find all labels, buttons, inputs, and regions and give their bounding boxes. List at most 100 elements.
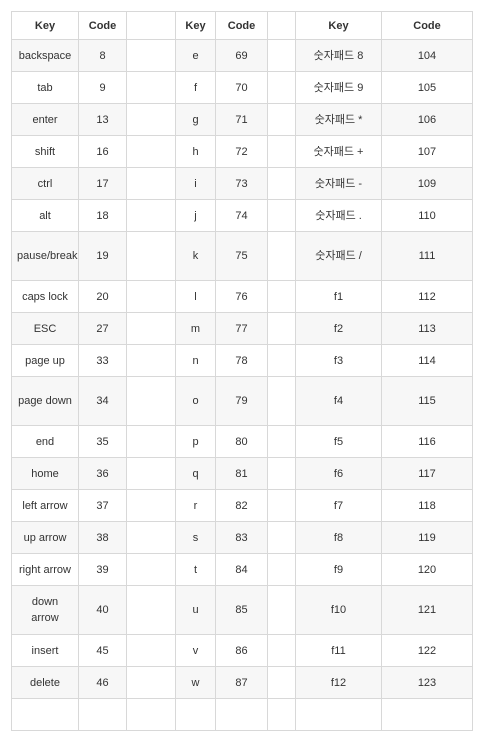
code-cell: 115 — [381, 376, 473, 426]
column-header-code: Code — [215, 11, 268, 40]
spacer-cell — [267, 11, 296, 40]
spacer-cell — [126, 425, 176, 458]
key-cell: shift — [11, 135, 79, 168]
code-cell: 113 — [381, 312, 473, 345]
code-cell: 82 — [215, 489, 268, 522]
code-cell: 39 — [78, 553, 127, 586]
code-cell: 105 — [381, 71, 473, 104]
spacer-cell — [126, 457, 176, 490]
table-row: page up 33 n 78 f3 114 — [11, 344, 473, 377]
spacer-cell — [126, 71, 176, 104]
key-cell: n — [175, 344, 216, 377]
code-cell: 112 — [381, 280, 473, 313]
table-row: down arrow 40 u 85 f10 121 — [11, 585, 473, 635]
code-cell: 9 — [78, 71, 127, 104]
table-row: caps lock 20 l 76 f1 112 — [11, 280, 473, 313]
code-cell: 36 — [78, 457, 127, 490]
code-cell: 116 — [381, 425, 473, 458]
code-cell — [78, 698, 127, 731]
key-cell: 숫자패드 / — [295, 231, 382, 281]
spacer-cell — [267, 376, 296, 426]
key-cell: g — [175, 103, 216, 136]
code-cell — [381, 698, 473, 731]
key-cell: k — [175, 231, 216, 281]
key-cell: delete — [11, 666, 79, 699]
spacer-cell — [126, 103, 176, 136]
code-cell: 46 — [78, 666, 127, 699]
spacer-cell — [126, 199, 176, 232]
key-cell: 숫자패드 + — [295, 135, 382, 168]
table-row: enter 13 g 71 숫자패드 * 106 — [11, 103, 473, 136]
code-cell: 109 — [381, 167, 473, 200]
column-header-code: Code — [381, 11, 473, 40]
key-cell: f — [175, 71, 216, 104]
code-cell: 78 — [215, 344, 268, 377]
spacer-cell — [126, 280, 176, 313]
key-cell: v — [175, 634, 216, 667]
table-row: right arrow 39 t 84 f9 120 — [11, 553, 473, 586]
spacer-cell — [267, 135, 296, 168]
table-row: up arrow 38 s 83 f8 119 — [11, 521, 473, 554]
spacer-cell — [126, 11, 176, 40]
table-row: tab 9 f 70 숫자패드 9 105 — [11, 71, 473, 104]
spacer-cell — [126, 39, 176, 72]
code-cell: 122 — [381, 634, 473, 667]
code-cell: 75 — [215, 231, 268, 281]
key-cell: j — [175, 199, 216, 232]
key-cell: f5 — [295, 425, 382, 458]
code-cell: 70 — [215, 71, 268, 104]
table-body: backspace 8 e 69 숫자패드 8 104 tab 9 f 70 숫자패드 9 105 en… — [11, 39, 473, 731]
spacer-cell — [126, 634, 176, 667]
spacer-cell — [126, 489, 176, 522]
code-cell: 110 — [381, 199, 473, 232]
code-cell — [215, 698, 268, 731]
code-cell: 40 — [78, 585, 127, 635]
key-cell: alt — [11, 199, 79, 232]
code-cell: 45 — [78, 634, 127, 667]
spacer-cell — [267, 344, 296, 377]
spacer-cell — [267, 585, 296, 635]
spacer-cell — [267, 231, 296, 281]
key-cell: f8 — [295, 521, 382, 554]
key-cell — [11, 698, 79, 731]
key-cell: pause/break — [11, 231, 79, 281]
key-cell: o — [175, 376, 216, 426]
spacer-cell — [267, 489, 296, 522]
code-cell: 69 — [215, 39, 268, 72]
key-cell: f3 — [295, 344, 382, 377]
key-cell: f7 — [295, 489, 382, 522]
key-cell: f1 — [295, 280, 382, 313]
code-cell: 37 — [78, 489, 127, 522]
key-cell: ctrl — [11, 167, 79, 200]
code-cell: 117 — [381, 457, 473, 490]
spacer-cell — [267, 39, 296, 72]
code-cell: 123 — [381, 666, 473, 699]
key-cell: right arrow — [11, 553, 79, 586]
code-cell: 79 — [215, 376, 268, 426]
code-cell: 8 — [78, 39, 127, 72]
spacer-cell — [267, 103, 296, 136]
key-cell: page down — [11, 376, 79, 426]
table-header-row: Key Code Key Code Key Code — [11, 11, 473, 40]
spacer-cell — [267, 71, 296, 104]
code-cell: 86 — [215, 634, 268, 667]
code-cell: 33 — [78, 344, 127, 377]
code-cell: 81 — [215, 457, 268, 490]
key-cell: 숫자패드 9 — [295, 71, 382, 104]
spacer-cell — [267, 553, 296, 586]
key-cell: l — [175, 280, 216, 313]
code-cell: 27 — [78, 312, 127, 345]
key-cell: w — [175, 666, 216, 699]
code-cell: 106 — [381, 103, 473, 136]
key-cell: left arrow — [11, 489, 79, 522]
code-cell: 107 — [381, 135, 473, 168]
key-cell: 숫자패드 - — [295, 167, 382, 200]
code-cell: 74 — [215, 199, 268, 232]
spacer-cell — [126, 585, 176, 635]
key-cell: t — [175, 553, 216, 586]
key-cell: backspace — [11, 39, 79, 72]
key-cell: r — [175, 489, 216, 522]
key-cell: f6 — [295, 457, 382, 490]
code-cell: 119 — [381, 521, 473, 554]
key-cell: ESC — [11, 312, 79, 345]
